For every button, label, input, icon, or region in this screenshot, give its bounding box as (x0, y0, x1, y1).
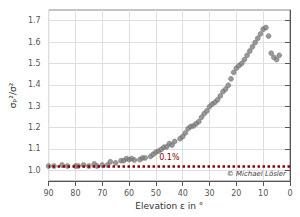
svg-text:1.2: 1.2 (28, 123, 41, 132)
svg-text:60: 60 (124, 189, 134, 198)
svg-text:80: 80 (70, 189, 80, 198)
svg-text:30: 30 (204, 189, 214, 198)
svg-text:1.5: 1.5 (28, 59, 41, 68)
svg-text:σₚ²/σ²: σₚ²/σ² (8, 82, 18, 108)
svg-text:90: 90 (44, 189, 54, 198)
svg-text:0: 0 (287, 189, 292, 198)
svg-text:© Michael Lösler: © Michael Lösler (227, 170, 287, 178)
svg-text:1.0: 1.0 (28, 166, 41, 175)
svg-text:1.7: 1.7 (28, 16, 41, 25)
svg-text:10: 10 (258, 189, 268, 198)
svg-text:1.4: 1.4 (28, 80, 41, 89)
svg-text:Elevation ε in °: Elevation ε in ° (135, 201, 203, 211)
svg-text:1.6: 1.6 (28, 38, 41, 47)
svg-text:0.1%: 0.1% (159, 153, 180, 162)
svg-text:20: 20 (231, 189, 241, 198)
svg-text:1.1: 1.1 (28, 144, 41, 153)
svg-text:50: 50 (151, 189, 161, 198)
svg-text:40: 40 (178, 189, 188, 198)
svg-text:1.3: 1.3 (28, 102, 41, 111)
svg-text:70: 70 (97, 189, 107, 198)
